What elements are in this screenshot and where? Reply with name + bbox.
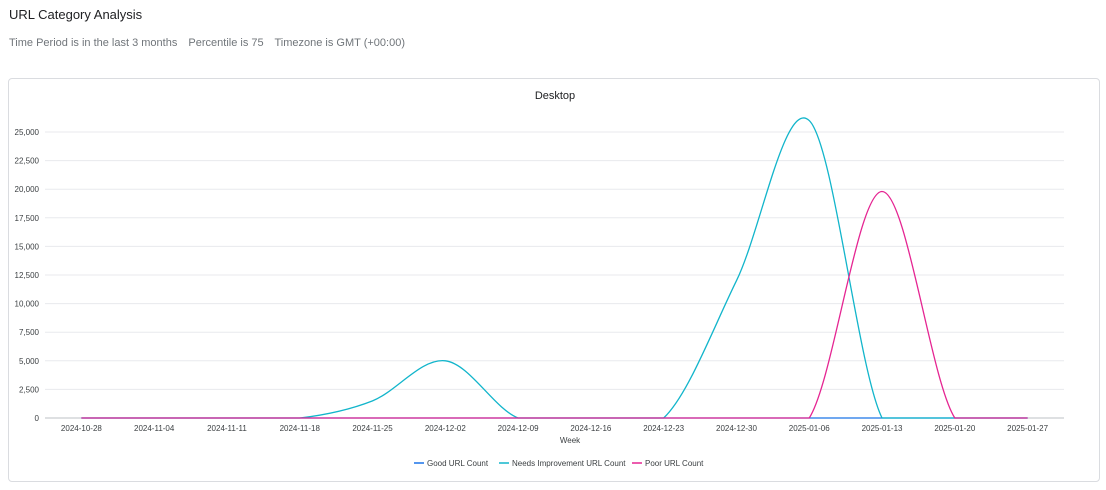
y-axis-ticks: 0 2,500 5,000 7,500 10,000 12,500 15,000 17,500…: [15, 128, 40, 423]
legend-item-1[interactable]: Needs Improvement URL Count: [499, 459, 626, 468]
x-tick-label: 2024-12-16: [570, 424, 611, 433]
x-axis-ticks: 2024-10-28 2024-11-04 2024-11-11 2024-11-18…: [61, 424, 1049, 433]
filter-summary[interactable]: Time Period is in the last 3 months Perc…: [9, 37, 413, 49]
x-tick-label: 2024-12-23: [643, 424, 684, 433]
legend[interactable]: Good URL Count Needs Improvement URL Coun…: [414, 459, 704, 468]
y-tick-label: 0: [35, 414, 40, 423]
chart-card: Desktop 0 2,500 5,000 7,500 10,000 12,500 15,0…: [8, 78, 1100, 482]
y-tick-label: 15,000: [15, 242, 40, 251]
page-title: URL Category Analysis: [9, 7, 143, 22]
y-tick-label: 10,000: [15, 300, 40, 309]
legend-label: Good URL Count: [427, 459, 489, 468]
series-line-2[interactable]: [81, 190, 1028, 419]
x-tick-label: 2024-12-09: [498, 424, 539, 433]
legend-item-0[interactable]: Good URL Count: [414, 459, 489, 468]
x-tick-label: 2025-01-06: [789, 424, 830, 433]
x-tick-label: 2024-11-25: [352, 424, 393, 433]
legend-label: Needs Improvement URL Count: [512, 459, 626, 468]
x-tick-label: 2024-10-28: [61, 424, 102, 433]
y-tick-label: 22,500: [15, 157, 40, 166]
x-tick-label: 2024-12-02: [425, 424, 466, 433]
y-tick-label: 17,500: [15, 214, 40, 223]
x-tick-label: 2024-11-11: [207, 424, 247, 433]
legend-item-2[interactable]: Poor URL Count: [632, 459, 704, 468]
line-chart: Desktop 0 2,500 5,000 7,500 10,000 12,500 15,0…: [15, 90, 1064, 468]
x-tick-label: 2025-01-20: [934, 424, 975, 433]
legend-label: Poor URL Count: [645, 459, 704, 468]
filter-timezone[interactable]: Timezone is GMT (+00:00): [274, 37, 406, 49]
x-tick-label: 2024-11-04: [134, 424, 175, 433]
y-tick-label: 5,000: [19, 357, 40, 366]
y-tick-label: 7,500: [19, 328, 40, 337]
x-axis-title: Week: [560, 436, 581, 445]
y-tick-label: 12,500: [15, 271, 40, 280]
y-tick-label: 2,500: [19, 385, 40, 394]
series-lines: [81, 117, 1028, 419]
x-tick-label: 2024-11-18: [280, 424, 321, 433]
x-tick-label: 2025-01-13: [862, 424, 903, 433]
series-line-1[interactable]: [81, 117, 1028, 419]
filter-percentile[interactable]: Percentile is 75: [188, 37, 264, 49]
filter-time-period[interactable]: Time Period is in the last 3 months: [9, 37, 178, 49]
chart-title: Desktop: [535, 90, 575, 102]
gridlines: [45, 131, 1064, 419]
x-tick-label: 2024-12-30: [716, 424, 757, 433]
y-tick-label: 20,000: [15, 185, 40, 194]
x-tick-label: 2025-01-27: [1007, 424, 1048, 433]
y-tick-label: 25,000: [15, 128, 40, 137]
